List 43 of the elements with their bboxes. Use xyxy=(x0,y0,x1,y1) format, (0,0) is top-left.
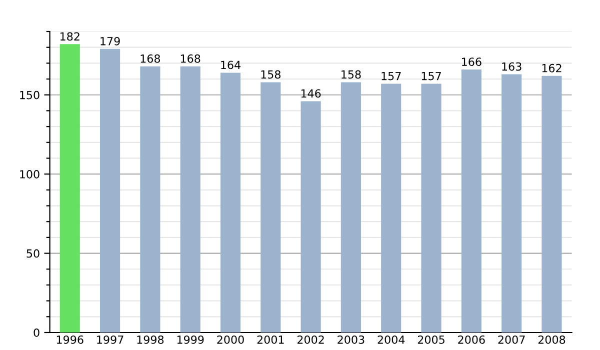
x-tick-label: 2006 xyxy=(458,335,485,344)
data-label: 163 xyxy=(502,62,522,71)
data-label: 168 xyxy=(180,54,200,63)
bar xyxy=(381,84,402,332)
x-tick-label: 1996 xyxy=(56,335,84,344)
bar xyxy=(60,44,80,332)
bar xyxy=(461,70,482,332)
y-tick-label: 0 xyxy=(34,328,40,337)
bar xyxy=(180,66,200,332)
data-label: 158 xyxy=(261,70,280,79)
x-tick-label: 2001 xyxy=(257,335,284,344)
y-tick-label: 150 xyxy=(20,90,40,100)
data-label: 179 xyxy=(100,36,120,46)
bar xyxy=(140,66,160,332)
bar xyxy=(340,82,361,332)
data-label: 164 xyxy=(221,60,240,70)
bar xyxy=(100,48,120,332)
bar xyxy=(220,72,241,332)
data-label: 158 xyxy=(342,70,361,79)
bar xyxy=(260,82,281,332)
x-tick-label: 2007 xyxy=(498,335,525,344)
x-tick-label: 2005 xyxy=(418,335,444,344)
bar xyxy=(300,101,321,332)
data-label: 182 xyxy=(60,32,80,41)
data-label: 166 xyxy=(462,58,482,66)
x-tick-label: 2004 xyxy=(378,335,405,344)
y-tick-label: 50 xyxy=(26,249,40,258)
x-tick-label: 1998 xyxy=(137,335,164,344)
y-tick-label: 100 xyxy=(20,170,40,178)
bar xyxy=(502,74,522,332)
data-label: 157 xyxy=(422,72,441,80)
x-tick-label: 1997 xyxy=(97,335,124,344)
x-tick-label: 1999 xyxy=(177,335,204,344)
x-tick-label: 2002 xyxy=(297,335,324,344)
bar xyxy=(421,84,442,332)
data-label: 168 xyxy=(140,54,160,63)
bar xyxy=(542,76,562,332)
data-label: 162 xyxy=(542,64,562,72)
x-tick-label: 2000 xyxy=(217,335,244,344)
x-tick-label: 2008 xyxy=(538,335,566,344)
data-label: 146 xyxy=(301,89,321,98)
data-label: 157 xyxy=(382,72,401,80)
x-tick-label: 2003 xyxy=(338,335,364,344)
